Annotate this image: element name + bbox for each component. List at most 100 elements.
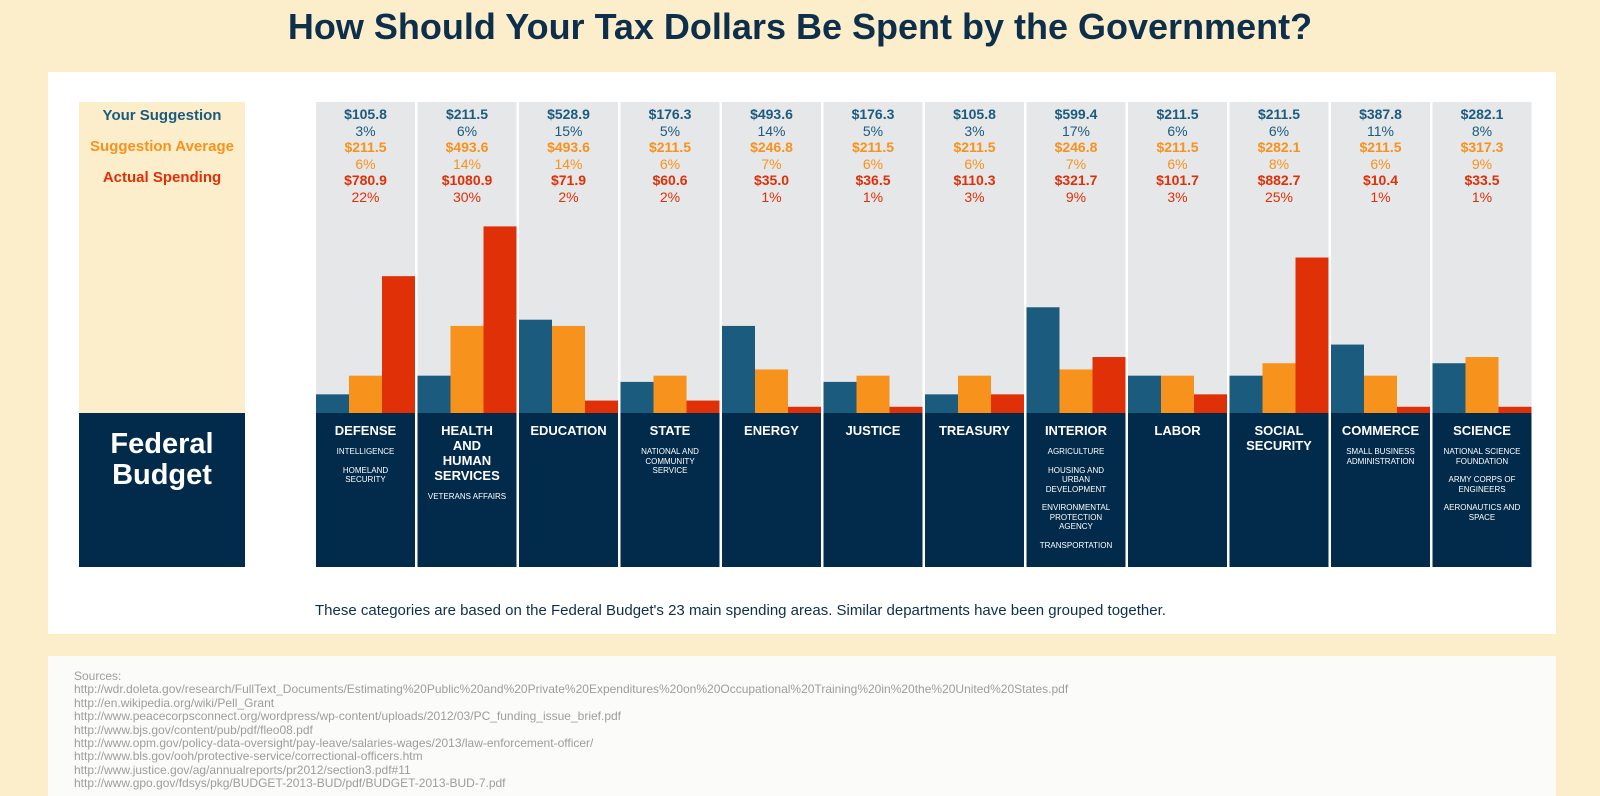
bar-actual-2 <box>483 226 517 413</box>
value-avg: $211.5 <box>344 139 387 155</box>
federal-budget-label: Federal Budget <box>79 413 245 567</box>
department-panel <box>620 413 720 567</box>
bar-actual-6 <box>889 406 923 413</box>
source-link[interactable]: http://www.justice.gov/ag/annualreports/… <box>74 762 411 777</box>
bar-your-3 <box>519 319 552 413</box>
value-your: $176.3 <box>648 106 692 122</box>
value-actual-pct: 22% <box>351 188 380 205</box>
department-name-line: HUMAN <box>442 453 492 468</box>
value-avg: $211.5 <box>1359 139 1402 155</box>
value-labels: $211.5 6% $493.6 14% $1080.9 30% <box>418 106 517 205</box>
source-link[interactable]: http://www.bjs.gov/content/pub/pdf/fleo0… <box>74 722 313 737</box>
value-your-pct: 6% <box>1167 122 1188 139</box>
value-avg-pct: 6% <box>964 155 985 172</box>
bar-actual-1 <box>382 276 415 413</box>
bar-average-1 <box>349 375 382 413</box>
department-label: SOCIAL SECURITY <box>1230 413 1329 567</box>
bar-average-11 <box>1364 375 1397 413</box>
bar-actual-5 <box>788 406 821 413</box>
page-title: How Should Your Tax Dollars Be Spent by … <box>287 6 1313 47</box>
department-label: EDUCATION <box>519 413 618 567</box>
value-avg: $493.6 <box>445 139 489 155</box>
value-actual-pct: 1% <box>862 188 884 205</box>
department-name-line: EDUCATION <box>530 423 607 438</box>
value-your-pct: 6% <box>456 122 478 139</box>
value-your: $387.8 <box>1359 106 1402 122</box>
legend-suggestion-average: Suggestion Average <box>90 138 234 155</box>
value-actual-pct: 1% <box>761 188 782 205</box>
bar-actual-9 <box>1194 394 1227 413</box>
value-your-pct: 6% <box>1268 122 1290 139</box>
value-actual-pct: 1% <box>1370 188 1391 205</box>
bar-your-11 <box>1331 344 1364 413</box>
bar-average-4 <box>653 375 687 413</box>
department-label: JUSTICE <box>824 413 923 567</box>
value-actual: $71.9 <box>550 172 587 188</box>
department-name: SOCIAL SECURITY <box>1230 413 1329 453</box>
source-link[interactable]: http://www.bls.gov/ooh/protective-servic… <box>74 749 423 764</box>
value-your: $493.6 <box>750 106 793 122</box>
value-avg-pct: 14% <box>554 155 583 172</box>
column-background <box>823 102 923 413</box>
bar-actual-3 <box>585 400 618 413</box>
federal-label-line: Federal <box>110 428 214 460</box>
value-actual: $36.5 <box>855 172 891 188</box>
source-link[interactable]: http://www.opm.gov/policy-data-oversight… <box>74 736 594 751</box>
value-labels: $282.1 8% $317.3 9% $33.5 1% <box>1433 106 1532 205</box>
value-actual-pct: 2% <box>558 188 579 205</box>
department-name-line: SOCIAL <box>1254 423 1304 438</box>
bar-actual-12 <box>1498 406 1532 413</box>
department-panel <box>925 413 1024 567</box>
department-name: DEFENSE <box>316 413 415 438</box>
department-panel <box>722 413 821 567</box>
department-name: TREASURY <box>925 413 1024 438</box>
source-link[interactable]: http://en.wikipedia.org/wiki/Pell_Grant <box>74 695 275 710</box>
value-actual: $321.7 <box>1054 172 1098 188</box>
department-name-line: DEFENSE <box>334 423 397 438</box>
value-actual-pct: 3% <box>964 188 985 205</box>
value-your: $282.1 <box>1460 106 1504 122</box>
value-your-pct: 11% <box>1367 122 1394 139</box>
column-background <box>620 102 720 413</box>
source-link[interactable]: http://wdr.doleta.gov/research/FullText_… <box>74 682 1069 697</box>
department-label: STATE NATIONAL AND COMMUNITY SERVICE <box>621 413 720 567</box>
bar-your-9 <box>1128 375 1161 413</box>
department-name: INTERIOR <box>1027 413 1126 438</box>
department-panel <box>1026 413 1126 567</box>
value-actual-pct: 9% <box>1065 188 1087 205</box>
value-avg: $211.5 <box>851 139 895 155</box>
value-labels: $211.5 6% $282.1 8% $882.7 25% <box>1230 106 1329 205</box>
bar-your-12 <box>1432 363 1466 413</box>
value-actual: $1080.9 <box>441 172 493 188</box>
department-label: LABOR <box>1128 413 1227 567</box>
source-link[interactable]: http://www.peacecorpsconnect.org/wordpre… <box>74 709 622 724</box>
source-link[interactable]: http://www.gpo.gov/fdsys/pkg/BUDGET-2013… <box>74 776 506 791</box>
value-your: $105.8 <box>344 106 387 122</box>
bar-average-12 <box>1465 357 1499 413</box>
value-avg-pct: 7% <box>1065 155 1087 172</box>
value-actual-pct: 2% <box>659 188 681 205</box>
department-label: HEALTH AND HUMAN SERVICES VETERANS AFFAIRS <box>418 413 517 567</box>
bar-your-1 <box>316 394 349 413</box>
sub-department: NATIONAL SCIENCE FOUNDATION <box>1443 447 1521 466</box>
value-your-pct: 3% <box>964 122 985 139</box>
value-avg: $211.5 <box>1156 139 1199 155</box>
column-background <box>1128 102 1227 413</box>
bar-your-8 <box>1026 307 1060 413</box>
bar-average-10 <box>1262 363 1296 413</box>
legend-actual-spending: Actual Spending <box>102 169 222 186</box>
value-avg: $246.8 <box>750 139 793 155</box>
department-name: COMMERCE <box>1331 413 1430 438</box>
sub-department: SMALL BUSINESS ADMINISTRATION <box>1346 447 1415 466</box>
bar-your-6 <box>823 381 857 413</box>
department-label: INTERIOR AGRICULTURE HOUSING AND URBAN DEV… <box>1027 413 1126 567</box>
department-name-line: INTERIOR <box>1044 423 1108 438</box>
legend-your-suggestion: Your Suggestion <box>102 107 222 124</box>
bar-actual-7 <box>991 394 1024 413</box>
sources-label: Sources: <box>74 669 122 683</box>
department-label: COMMERCE SMALL BUSINESS ADMINISTRATION <box>1331 413 1430 567</box>
value-avg-pct: 14% <box>452 155 482 172</box>
sub-department: HOMELAND SECURITY <box>342 465 389 485</box>
department-name-line: SCIENCE <box>1453 423 1511 438</box>
